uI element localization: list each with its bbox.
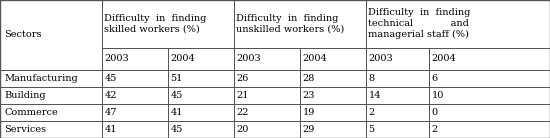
Text: 29: 29 [302,125,315,134]
Text: 47: 47 [104,108,117,117]
Text: 2004: 2004 [302,54,327,63]
Text: 45: 45 [104,74,117,83]
Text: Difficulty  in  finding
unskilled workers (%): Difficulty in finding unskilled workers … [236,14,345,34]
Text: 23: 23 [302,91,315,100]
Text: 2004: 2004 [170,54,195,63]
Text: Difficulty  in  finding
technical            and
managerial staff (%): Difficulty in finding technical and mana… [368,8,471,39]
Text: Building: Building [4,91,46,100]
Text: 21: 21 [236,91,249,100]
Text: Sectors: Sectors [4,30,42,39]
Text: 2003: 2003 [104,54,129,63]
Text: 42: 42 [104,91,117,100]
Text: 45: 45 [170,125,183,134]
Text: 14: 14 [368,91,381,100]
Text: 20: 20 [236,125,249,134]
Text: 2: 2 [368,108,375,117]
Text: Commerce: Commerce [4,108,58,117]
Text: Services: Services [4,125,47,134]
Text: 6: 6 [432,74,438,83]
Text: Difficulty  in  finding
skilled workers (%): Difficulty in finding skilled workers (%… [104,14,207,34]
Text: 26: 26 [236,74,249,83]
Text: 51: 51 [170,74,183,83]
Text: 2003: 2003 [368,54,393,63]
Text: 41: 41 [104,125,117,134]
Text: 10: 10 [432,91,444,100]
Text: 2003: 2003 [236,54,261,63]
Text: 22: 22 [236,108,249,117]
Text: 2004: 2004 [432,54,456,63]
Text: Manufacturing: Manufacturing [4,74,78,83]
Text: 5: 5 [368,125,375,134]
Text: 45: 45 [170,91,183,100]
Text: 2: 2 [432,125,438,134]
Text: 19: 19 [302,108,315,117]
Text: 41: 41 [170,108,183,117]
Text: 28: 28 [302,74,315,83]
Text: 0: 0 [432,108,438,117]
Text: 8: 8 [368,74,375,83]
